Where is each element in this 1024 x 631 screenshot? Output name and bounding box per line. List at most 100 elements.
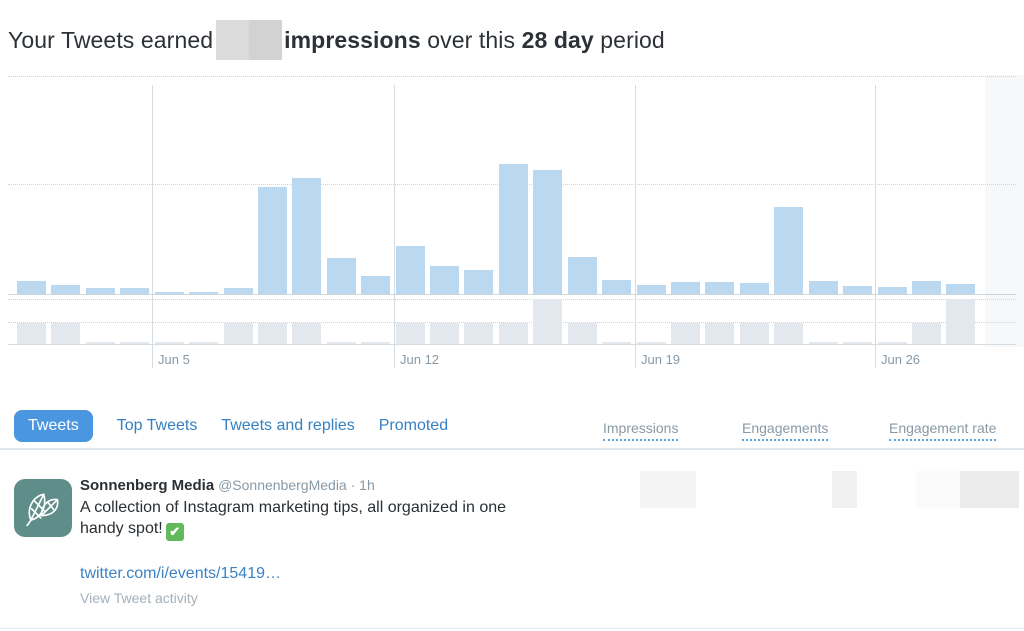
tweet-dot-separator: · (350, 477, 356, 493)
lower-panel-bar-day-10[interactable] (326, 342, 356, 344)
impressions-bar-day-6[interactable] (189, 292, 219, 294)
impressions-bar-day-1[interactable] (17, 280, 46, 294)
lower-panel-bar-day-21[interactable] (705, 322, 735, 344)
lower-panel-bar-day-9[interactable] (292, 322, 322, 344)
lower-panel-bar-day-14[interactable] (464, 322, 494, 344)
lower-panel-bar-day-1[interactable] (17, 322, 46, 344)
impressions-bar-day-8[interactable] (257, 186, 287, 294)
gridline-top (8, 76, 1016, 77)
lower-panel-bar-day-17[interactable] (567, 322, 597, 344)
impressions-bar-day-17[interactable] (567, 256, 597, 294)
redacted-rate-value (960, 471, 1019, 508)
chart-plot-area: Jun 5 Jun 12 Jun 19 Jun 26 (8, 75, 1016, 375)
lower-panel-bar-day-26[interactable] (877, 342, 907, 344)
tab-tweets-and-replies[interactable]: Tweets and replies (221, 417, 355, 434)
tweet-tabs: Tweets Top Tweets Tweets and replies Pro… (14, 410, 448, 442)
lower-panel-bar-day-6[interactable] (189, 342, 219, 344)
tab-promoted[interactable]: Promoted (378, 417, 449, 434)
lower-panel-bar-day-25[interactable] (843, 342, 873, 344)
lower-panel-bar-day-11[interactable] (361, 342, 391, 344)
tab-top-tweets[interactable]: Top Tweets (116, 417, 198, 434)
tweet-handle[interactable]: @SonnenbergMedia (218, 477, 347, 493)
view-tweet-activity-link[interactable]: View Tweet activity (80, 590, 198, 606)
lower-panel-bar-day-24[interactable] (808, 342, 838, 344)
redacted-impressions-count (216, 20, 283, 60)
lower-panel-bar-day-23[interactable] (774, 322, 804, 344)
impressions-bar-day-3[interactable] (85, 287, 115, 294)
impressions-bar-day-23[interactable] (774, 207, 804, 294)
page-title: Your Tweets earned impressions over this … (8, 20, 665, 60)
week-gridline (875, 85, 876, 368)
title-part3: over this (427, 27, 516, 53)
lower-panel-bar-day-3[interactable] (85, 342, 115, 344)
impressions-bar-day-14[interactable] (464, 270, 494, 294)
impressions-bar-day-25[interactable] (843, 285, 873, 294)
tweet-row: Sonnenberg Media @SonnenbergMedia · 1h A… (0, 465, 1024, 629)
tweet-list-header: Tweets Top Tweets Tweets and replies Pro… (0, 405, 1024, 450)
lower-panel-bar-day-16[interactable] (533, 299, 563, 344)
impressions-bar-day-5[interactable] (154, 292, 184, 294)
week-gridline (152, 85, 153, 368)
impressions-bar-day-19[interactable] (636, 285, 666, 294)
tweet-link[interactable]: twitter.com/i/events/15419… (80, 565, 281, 582)
impressions-bar-day-28[interactable] (946, 283, 976, 294)
impressions-bar-day-13[interactable] (430, 266, 460, 294)
tab-tweets[interactable]: Tweets (14, 410, 93, 442)
lower-panel-bar-day-5[interactable] (154, 342, 184, 344)
impressions-bar-day-27[interactable] (911, 280, 941, 294)
impressions-bar-day-18[interactable] (602, 280, 632, 294)
impressions-bar-day-4[interactable] (120, 287, 150, 294)
tweet-display-name[interactable]: Sonnenberg Media (80, 477, 215, 494)
column-impressions[interactable]: Impressions (603, 420, 679, 441)
title-impressions: impressions (284, 27, 421, 53)
impressions-bar-day-10[interactable] (326, 258, 356, 294)
lower-panel-bar-day-18[interactable] (602, 342, 632, 344)
lower-panel-bar-day-19[interactable] (636, 342, 666, 344)
lower-panel-bar-day-20[interactable] (670, 322, 700, 344)
lower-panel-bar-day-8[interactable] (257, 322, 287, 344)
tweet-timestamp: 1h (359, 477, 375, 493)
lower-panel-bar-day-4[interactable] (120, 342, 150, 344)
impressions-bar-day-21[interactable] (705, 282, 735, 294)
week-gridline (635, 85, 636, 368)
lower-panel-bar-day-12[interactable] (395, 322, 425, 344)
lower-panel-bar-day-2[interactable] (51, 322, 81, 344)
impressions-bar-day-2[interactable] (51, 285, 81, 294)
tweet-text-content: A collection of Instagram marketing tips… (80, 499, 507, 537)
x-tick-label: Jun 19 (641, 352, 681, 367)
redacted-impressions-value (640, 471, 696, 508)
x-tick-label: Jun 5 (158, 352, 190, 367)
impressions-bar-day-12[interactable] (395, 246, 425, 294)
check-mark-emoji: ✔ (165, 523, 184, 541)
column-engagement-rate[interactable]: Engagement rate (889, 420, 997, 441)
next-row-divider (0, 628, 1024, 629)
lower-panel-bar-day-13[interactable] (430, 322, 460, 344)
impressions-bar-day-15[interactable] (498, 164, 528, 294)
impressions-bar-day-26[interactable] (877, 287, 907, 294)
chart-right-overlay (985, 75, 1024, 347)
title-period: 28 day (521, 27, 594, 53)
impressions-bar-day-24[interactable] (808, 280, 838, 294)
impressions-bar-day-20[interactable] (670, 282, 700, 294)
lower-baseline (8, 344, 1016, 345)
main-baseline (8, 294, 1016, 295)
impressions-bar-day-11[interactable] (361, 275, 391, 294)
lower-panel-bar-day-7[interactable] (223, 322, 253, 344)
x-tick-label: Jun 26 (881, 352, 921, 367)
lower-panel-bar-day-22[interactable] (739, 322, 769, 344)
tweet-text: A collection of Instagram marketing tips… (80, 497, 550, 541)
x-tick-label: Jun 12 (400, 352, 440, 367)
tweet-body: Sonnenberg Media @SonnenbergMedia · 1h A… (80, 477, 550, 606)
lower-panel-bar-day-28[interactable] (946, 299, 976, 344)
leaf-logo-icon (26, 493, 59, 527)
impressions-bar-day-16[interactable] (533, 169, 563, 294)
gridline-sub-mid (8, 322, 1016, 323)
lower-panel-bar-day-15[interactable] (498, 322, 528, 344)
avatar[interactable] (14, 479, 72, 537)
lower-panel-bar-day-27[interactable] (911, 322, 941, 344)
impressions-bar-day-7[interactable] (223, 287, 253, 294)
redacted-engagements-value (832, 471, 857, 508)
column-engagements[interactable]: Engagements (742, 420, 829, 441)
impressions-bar-day-22[interactable] (739, 283, 769, 294)
impressions-bar-day-9[interactable] (292, 178, 322, 294)
